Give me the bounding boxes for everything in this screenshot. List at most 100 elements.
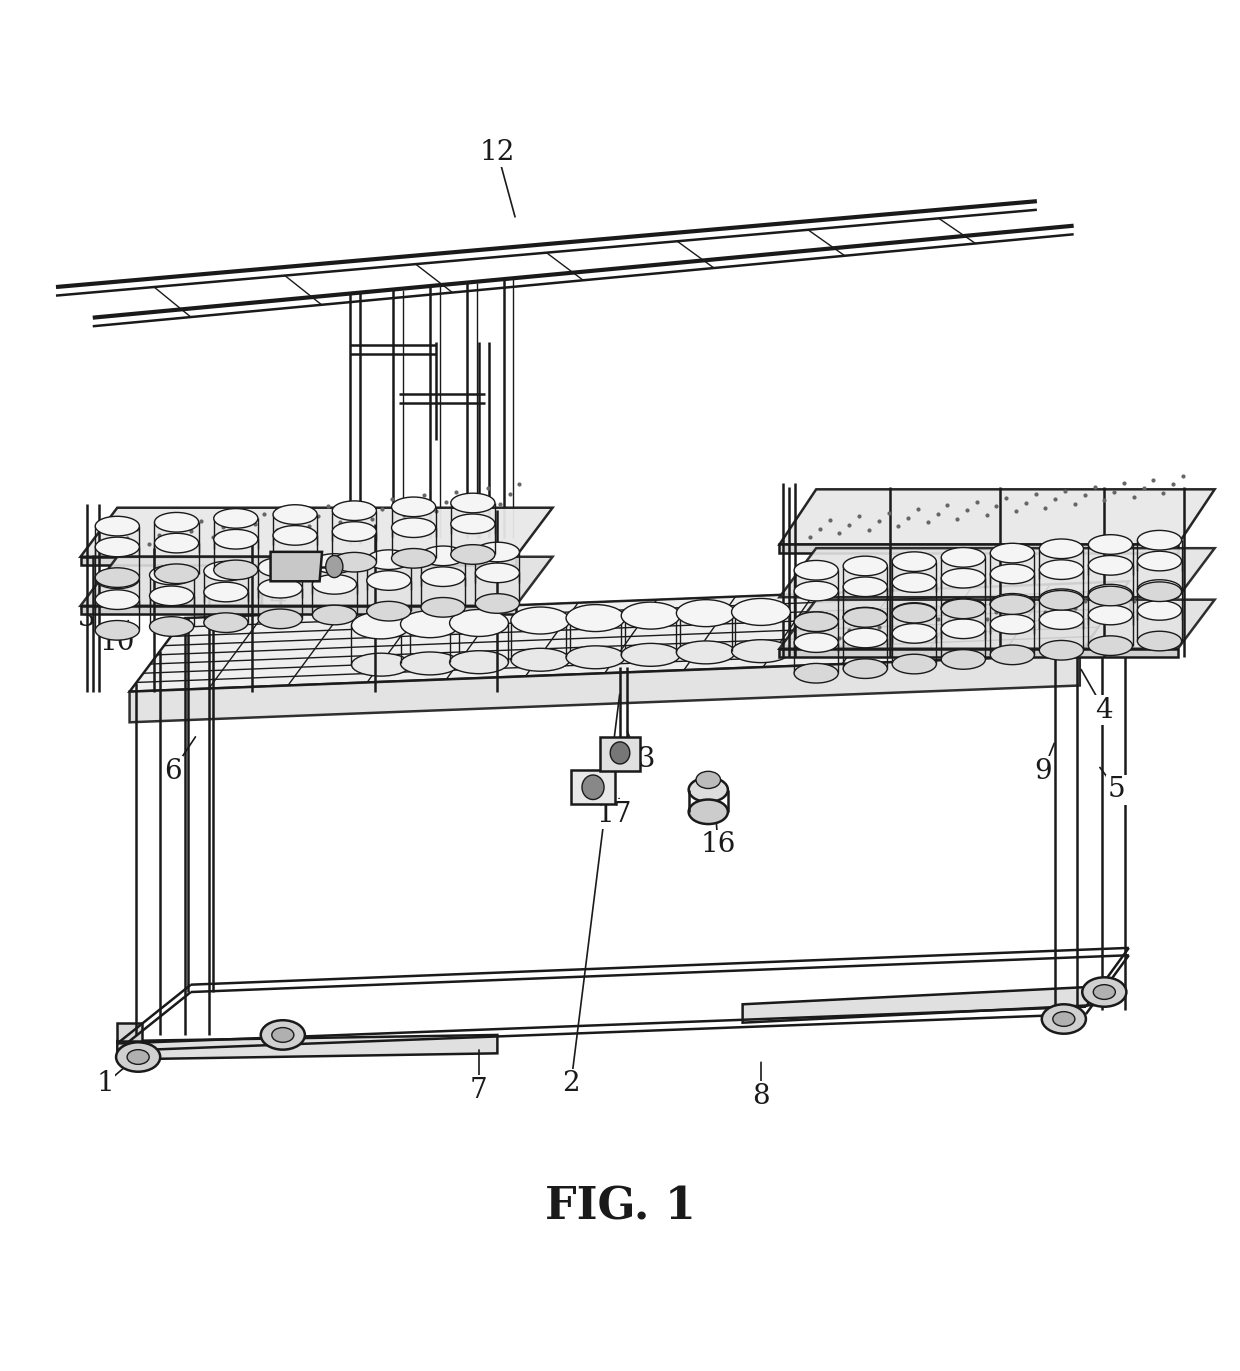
Text: 7: 7 bbox=[470, 1076, 487, 1104]
Ellipse shape bbox=[326, 555, 343, 577]
Ellipse shape bbox=[401, 653, 459, 675]
Ellipse shape bbox=[794, 581, 838, 600]
Ellipse shape bbox=[392, 548, 435, 568]
Ellipse shape bbox=[422, 546, 465, 566]
Ellipse shape bbox=[676, 599, 735, 627]
Ellipse shape bbox=[794, 561, 838, 580]
Ellipse shape bbox=[621, 602, 680, 629]
Ellipse shape bbox=[150, 565, 193, 585]
Ellipse shape bbox=[450, 610, 508, 636]
Ellipse shape bbox=[1137, 631, 1182, 651]
Ellipse shape bbox=[213, 509, 258, 528]
Ellipse shape bbox=[451, 544, 495, 565]
Polygon shape bbox=[600, 738, 640, 772]
Ellipse shape bbox=[475, 563, 520, 583]
Ellipse shape bbox=[565, 605, 625, 632]
Polygon shape bbox=[129, 581, 1128, 691]
Ellipse shape bbox=[203, 561, 248, 581]
Ellipse shape bbox=[95, 569, 139, 588]
Ellipse shape bbox=[1089, 636, 1132, 655]
Ellipse shape bbox=[1089, 584, 1132, 605]
Ellipse shape bbox=[312, 574, 357, 594]
Polygon shape bbox=[118, 1035, 497, 1060]
Ellipse shape bbox=[843, 659, 888, 679]
Ellipse shape bbox=[1137, 531, 1182, 550]
Ellipse shape bbox=[213, 561, 258, 580]
Ellipse shape bbox=[688, 799, 728, 824]
Ellipse shape bbox=[258, 609, 303, 629]
Ellipse shape bbox=[95, 517, 139, 536]
Ellipse shape bbox=[367, 602, 410, 621]
Ellipse shape bbox=[582, 775, 604, 799]
Polygon shape bbox=[780, 548, 1215, 598]
Ellipse shape bbox=[273, 505, 317, 524]
Ellipse shape bbox=[1039, 559, 1084, 580]
Ellipse shape bbox=[794, 633, 838, 653]
Ellipse shape bbox=[941, 569, 986, 588]
Ellipse shape bbox=[991, 543, 1034, 563]
Text: 12: 12 bbox=[480, 138, 515, 166]
Polygon shape bbox=[81, 606, 516, 614]
Polygon shape bbox=[780, 599, 1215, 648]
Ellipse shape bbox=[1137, 551, 1182, 570]
Ellipse shape bbox=[422, 598, 465, 617]
Ellipse shape bbox=[893, 553, 936, 572]
Text: 2: 2 bbox=[562, 1071, 580, 1098]
Polygon shape bbox=[81, 507, 553, 557]
Ellipse shape bbox=[475, 594, 520, 613]
Ellipse shape bbox=[1039, 590, 1084, 609]
Ellipse shape bbox=[1089, 555, 1132, 576]
Ellipse shape bbox=[893, 603, 936, 622]
Ellipse shape bbox=[893, 654, 936, 675]
Ellipse shape bbox=[991, 595, 1034, 614]
Text: 1: 1 bbox=[97, 1071, 114, 1098]
Ellipse shape bbox=[367, 550, 410, 569]
Ellipse shape bbox=[565, 646, 625, 669]
Ellipse shape bbox=[1053, 1012, 1075, 1027]
Ellipse shape bbox=[676, 640, 735, 664]
Ellipse shape bbox=[128, 1050, 149, 1064]
Ellipse shape bbox=[843, 628, 888, 647]
Ellipse shape bbox=[450, 651, 508, 673]
Polygon shape bbox=[743, 986, 1111, 1023]
Ellipse shape bbox=[893, 573, 936, 592]
Ellipse shape bbox=[258, 558, 303, 577]
Ellipse shape bbox=[991, 563, 1034, 584]
Ellipse shape bbox=[273, 525, 317, 546]
Polygon shape bbox=[780, 489, 1215, 544]
Ellipse shape bbox=[1089, 587, 1132, 606]
Polygon shape bbox=[81, 557, 516, 565]
Ellipse shape bbox=[843, 607, 888, 628]
Ellipse shape bbox=[273, 557, 317, 576]
Ellipse shape bbox=[843, 557, 888, 576]
Ellipse shape bbox=[1094, 984, 1115, 999]
Ellipse shape bbox=[1137, 600, 1182, 620]
Ellipse shape bbox=[332, 553, 377, 572]
Ellipse shape bbox=[688, 777, 728, 802]
Ellipse shape bbox=[392, 498, 435, 517]
Ellipse shape bbox=[95, 621, 139, 640]
Ellipse shape bbox=[1039, 610, 1084, 629]
Ellipse shape bbox=[351, 611, 410, 639]
Polygon shape bbox=[129, 655, 1080, 723]
Ellipse shape bbox=[401, 610, 459, 638]
Ellipse shape bbox=[332, 522, 377, 542]
Text: 4: 4 bbox=[1095, 696, 1114, 724]
Ellipse shape bbox=[272, 1028, 294, 1042]
Ellipse shape bbox=[941, 599, 986, 618]
Ellipse shape bbox=[511, 648, 569, 672]
Ellipse shape bbox=[213, 529, 258, 548]
Ellipse shape bbox=[260, 1020, 305, 1050]
Polygon shape bbox=[81, 557, 553, 606]
Ellipse shape bbox=[941, 598, 986, 618]
Text: 10: 10 bbox=[99, 629, 135, 657]
Ellipse shape bbox=[732, 599, 790, 625]
Ellipse shape bbox=[1137, 581, 1182, 602]
Ellipse shape bbox=[95, 537, 139, 557]
Ellipse shape bbox=[941, 547, 986, 568]
Ellipse shape bbox=[150, 585, 193, 606]
Ellipse shape bbox=[941, 650, 986, 669]
Ellipse shape bbox=[893, 603, 936, 622]
Ellipse shape bbox=[621, 643, 680, 666]
Ellipse shape bbox=[312, 605, 357, 625]
